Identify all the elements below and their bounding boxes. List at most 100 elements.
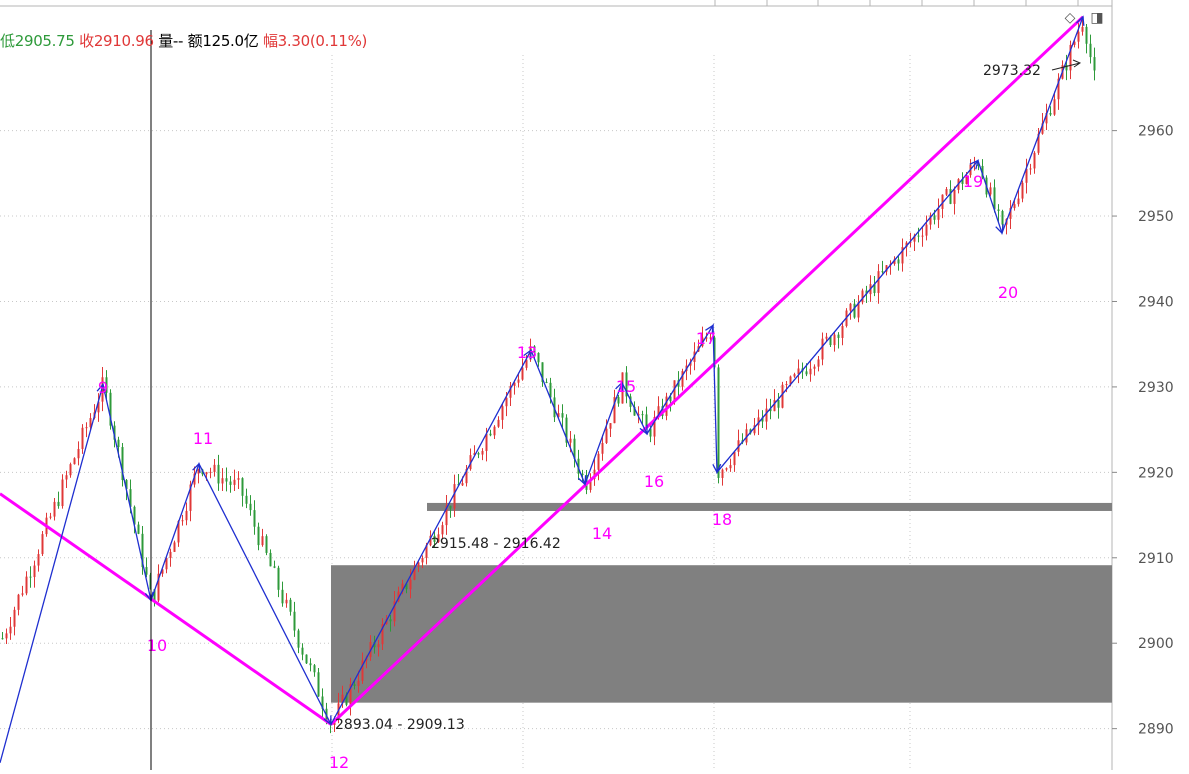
- trend-line-down[interactable]: [0, 492, 332, 726]
- candle: [397, 586, 400, 603]
- candle: [181, 514, 184, 526]
- candle: [793, 372, 796, 378]
- candle: [309, 658, 312, 672]
- candle: [833, 331, 836, 352]
- candle: [601, 434, 604, 461]
- wave-label: 14: [592, 524, 612, 543]
- price-zone[interactable]: [331, 565, 1112, 703]
- candle: [297, 628, 300, 654]
- candle: [177, 520, 180, 547]
- candle: [745, 423, 748, 446]
- candle: [725, 467, 728, 472]
- candle: [421, 555, 424, 569]
- diamond-icon[interactable]: ◇: [1064, 10, 1076, 26]
- candle: [293, 601, 296, 637]
- candle: [49, 512, 52, 520]
- candle: [165, 557, 168, 574]
- candle: [997, 204, 1000, 222]
- candle: [465, 464, 468, 487]
- candle: [1, 631, 4, 640]
- candle: [257, 522, 260, 551]
- candle: [733, 450, 736, 472]
- candle: [489, 429, 492, 437]
- candle: [541, 362, 544, 387]
- candle: [25, 571, 28, 596]
- y-tick-label: 2950: [1138, 209, 1174, 225]
- candle: [217, 454, 220, 491]
- wave-label: 19: [963, 172, 983, 191]
- candle: [389, 615, 392, 632]
- trend-line-up[interactable]: [329, 15, 1085, 726]
- panel-toggle-icon[interactable]: ◨: [1090, 10, 1104, 26]
- y-tick-label: 2910: [1138, 551, 1174, 567]
- candle: [493, 425, 496, 439]
- candle: [409, 568, 412, 599]
- candle: [677, 371, 680, 398]
- candle: [445, 495, 448, 535]
- candle: [957, 178, 960, 194]
- candle: [777, 392, 780, 419]
- candle: [813, 364, 816, 376]
- candle: [1089, 34, 1092, 64]
- candle: [581, 469, 584, 483]
- candle: [949, 180, 952, 205]
- y-tick-label: 2940: [1138, 294, 1174, 310]
- candle: [349, 677, 352, 716]
- candle: [797, 359, 800, 384]
- candle: [497, 416, 500, 428]
- wave-arrowhead: [1076, 15, 1085, 26]
- wave-channel-line[interactable]: [716, 160, 979, 473]
- zone-label: 2915.48 - 2916.42: [431, 536, 561, 552]
- candle: [417, 560, 420, 573]
- candle: [221, 468, 224, 491]
- candle: [241, 477, 244, 507]
- candle: [37, 549, 40, 572]
- candle: [473, 445, 476, 456]
- y-tick-label: 2900: [1138, 636, 1174, 652]
- candle: [9, 616, 12, 640]
- candle: [953, 186, 956, 215]
- candle: [413, 560, 416, 581]
- candle: [433, 530, 436, 548]
- candle: [1037, 128, 1040, 155]
- candle: [609, 422, 612, 438]
- candle: [873, 276, 876, 297]
- candle: [665, 392, 668, 421]
- candle: [137, 521, 140, 535]
- wave-arrowhead: [969, 159, 979, 170]
- candle: [517, 372, 520, 388]
- candle: [589, 473, 592, 493]
- candle: [13, 606, 16, 636]
- wave-label: 20: [998, 283, 1018, 302]
- candle: [441, 521, 444, 540]
- candle: [597, 451, 600, 481]
- wave-arrowhead: [96, 382, 106, 394]
- candle: [361, 652, 364, 684]
- candle: [237, 471, 240, 490]
- candle: [65, 470, 68, 488]
- candle: [381, 618, 384, 651]
- candle: [353, 680, 356, 690]
- candle: [377, 639, 380, 657]
- candle: [613, 389, 616, 424]
- volume-label: 量: [158, 32, 173, 50]
- candle: [1009, 200, 1012, 230]
- candle: [1053, 91, 1056, 116]
- candle: [905, 241, 908, 257]
- candle: [169, 548, 172, 567]
- wave-arrowhead: [323, 715, 332, 726]
- candle: [277, 565, 280, 598]
- candle: [881, 260, 884, 274]
- candle: [97, 393, 100, 422]
- candle: [161, 568, 164, 577]
- price-zone[interactable]: [427, 502, 1112, 511]
- wave-label: 16: [644, 472, 664, 491]
- close-label: 收: [79, 32, 94, 50]
- price-info-bar: 低2905.75 收2910.96 量-- 额125.0亿 幅3.30(0.11…: [0, 30, 367, 54]
- candle: [249, 495, 252, 516]
- candle: [925, 215, 928, 241]
- candle: [809, 359, 812, 382]
- candle: [141, 525, 144, 575]
